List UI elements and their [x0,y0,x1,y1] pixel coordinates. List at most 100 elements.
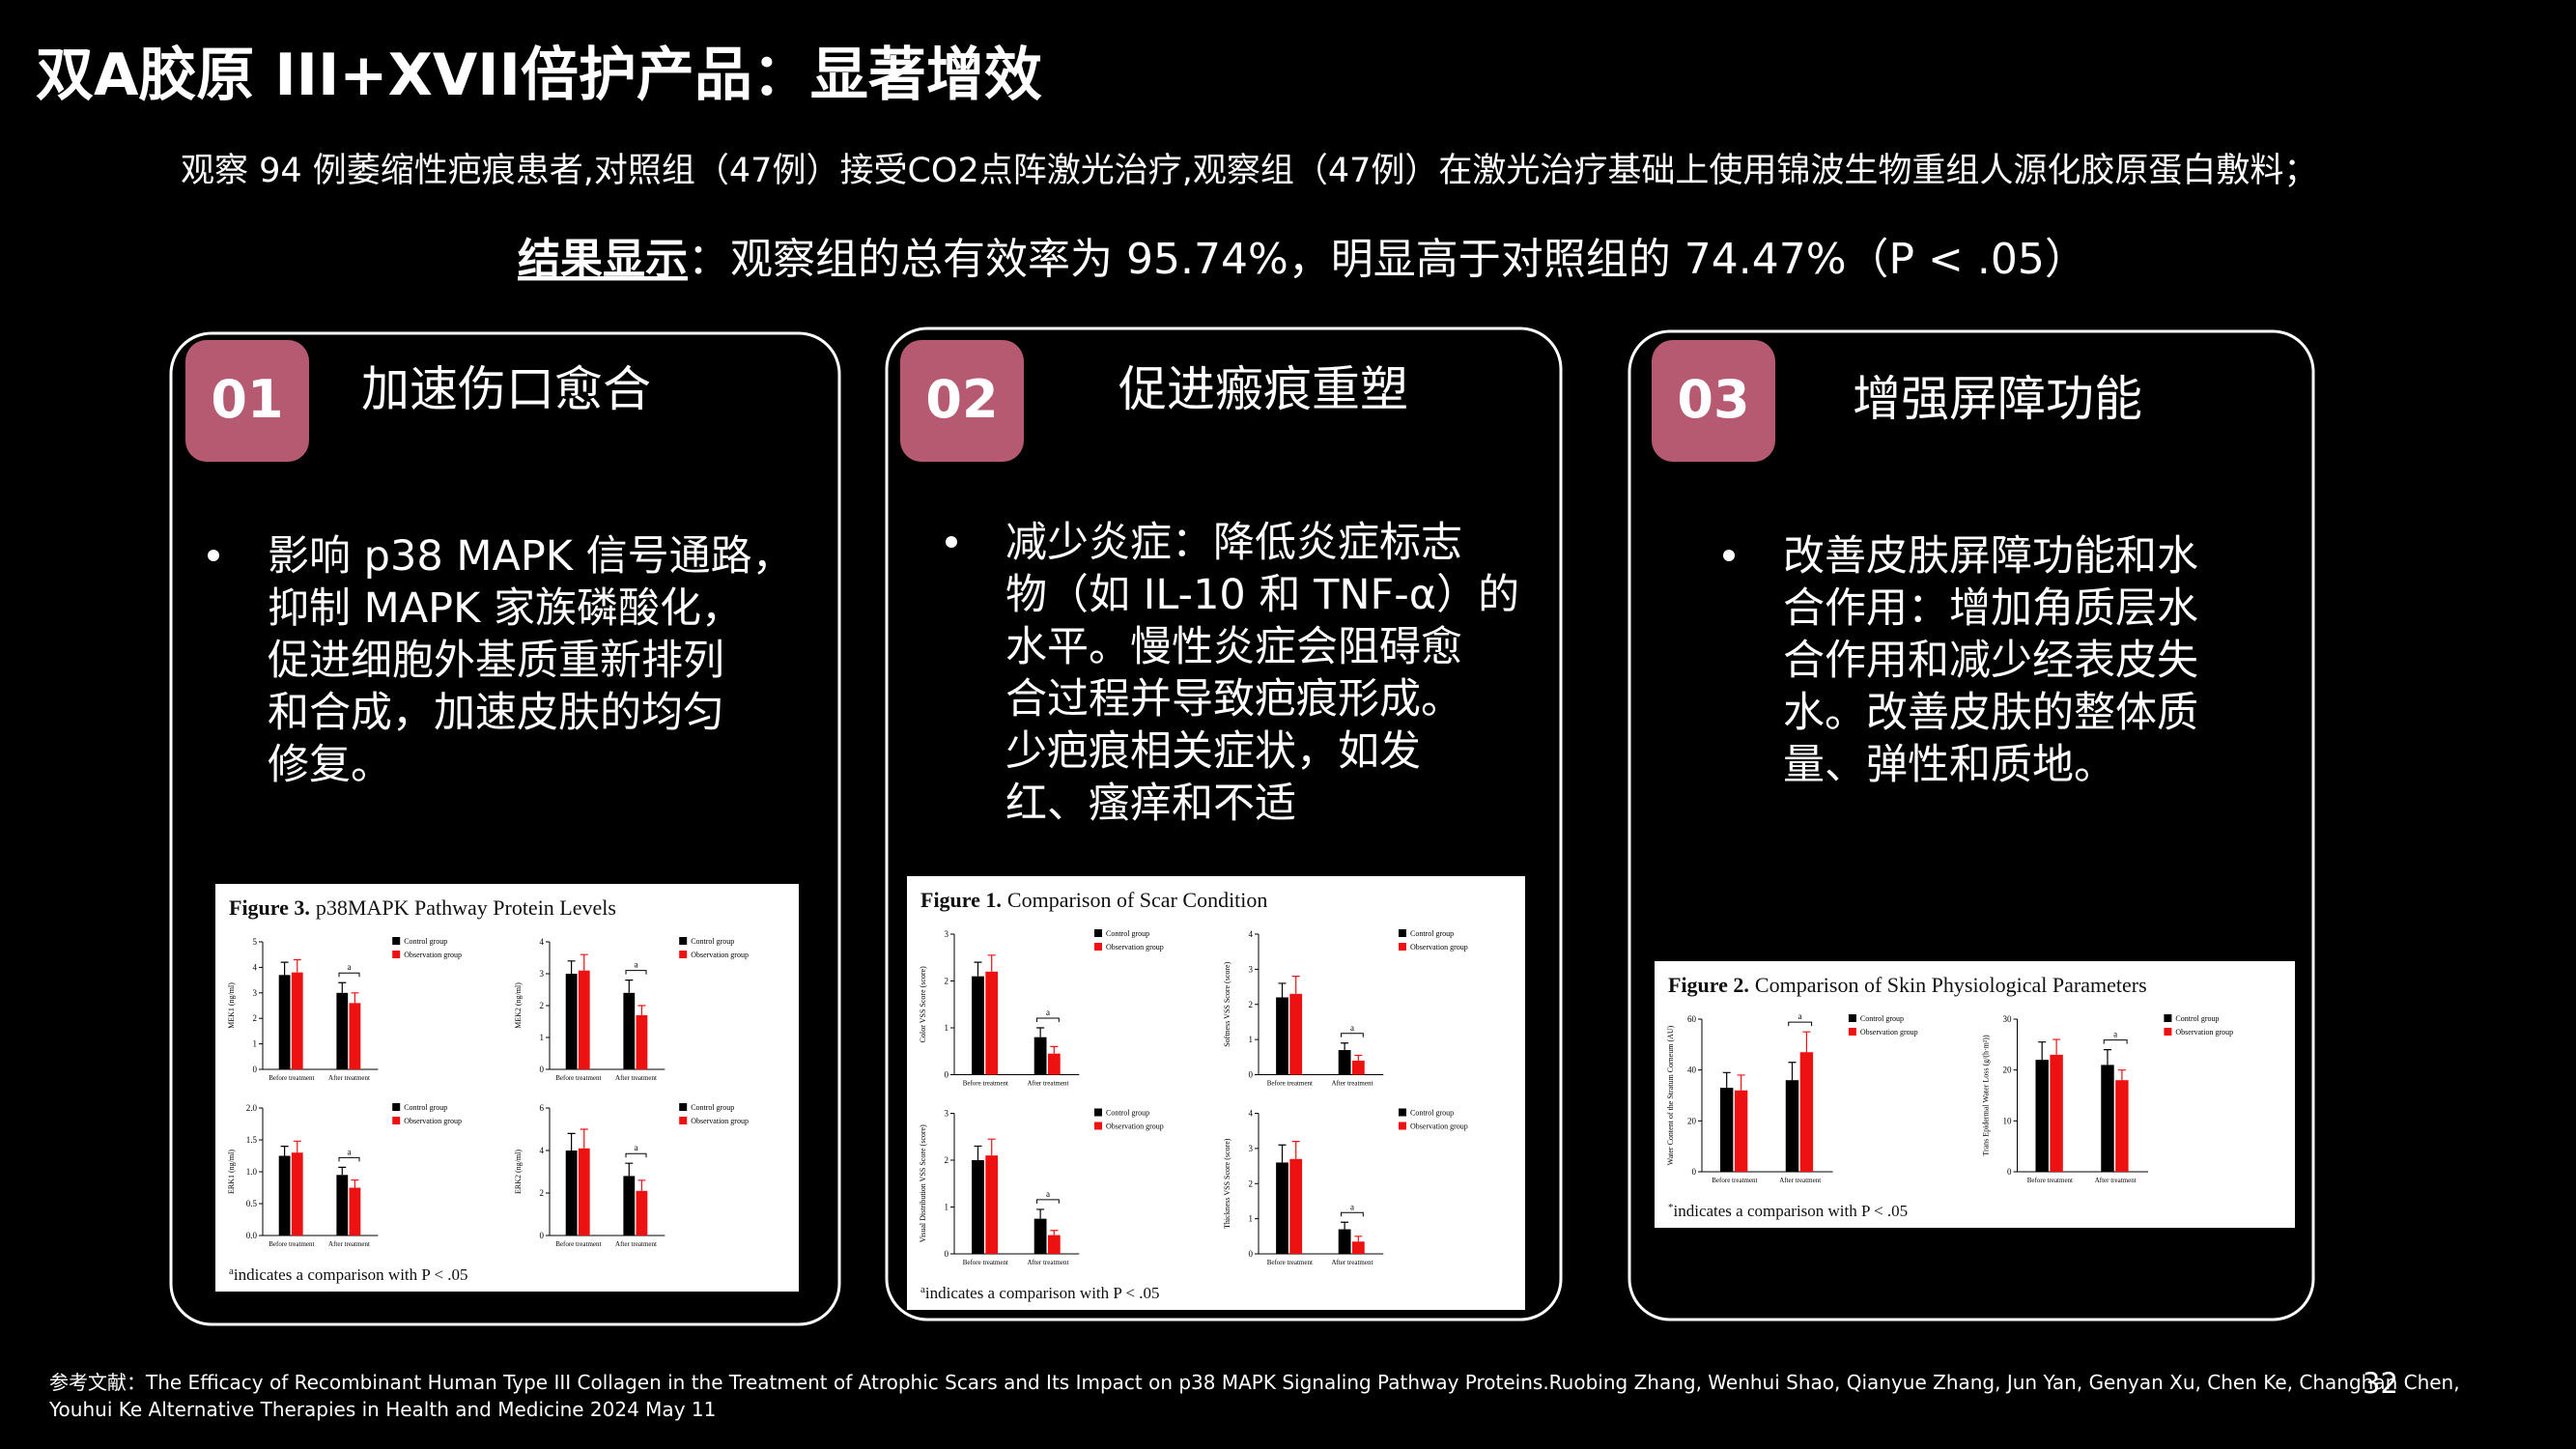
y-tick-label: 0 [945,1249,949,1259]
y-tick-label: 1 [253,1039,258,1049]
legend-swatch [392,937,401,945]
significance-label: a [635,1143,638,1152]
bar [349,1003,361,1069]
significance-bracket [2103,1039,2128,1044]
bar [1033,1037,1047,1075]
legend-swatch [679,1103,688,1111]
bar [2115,1080,2129,1172]
y-tick-label: 4 [1249,1109,1254,1119]
card-text-line: 红、瘙痒和不适 [1005,780,1296,828]
bar [1719,1088,1734,1172]
error-bar [1050,1045,1059,1054]
card-text-line: 合过程并导致疤痕形成。 [1005,675,1462,724]
card-text-line: 减少炎症：降低炎症标志 [1005,519,1462,567]
bar [1033,1218,1047,1254]
legend-label: Observation group [2175,1028,2233,1037]
x-tick-label: Before treatment [555,1240,601,1248]
legend-swatch [679,1117,688,1124]
legend-swatch [1848,1028,1856,1036]
x-tick-label: Before treatment [1712,1177,1757,1184]
y-tick-label: 0 [1249,1249,1254,1259]
x-tick-label: After treatment [615,1074,657,1082]
legend-swatch [1399,943,1406,951]
y-tick-label: 1 [1249,1214,1254,1224]
significance-bracket [1341,1211,1364,1217]
result-line: 结果显示：观察组的总有效率为 95.74%，明显高于对照组的 74.47%（P … [518,235,2087,284]
figure [215,884,799,1292]
card-text-line: 水。改善皮肤的整体质 [1783,689,2198,737]
error-bar [1354,1236,1363,1242]
legend-swatch [679,937,688,945]
x-tick-label: After treatment [1331,1259,1373,1266]
number-badge [185,340,309,462]
bar [578,1148,590,1236]
card-title: 加速伤口愈合 [361,361,651,417]
footnote-mark: * [1668,1202,1674,1213]
error-bar [625,980,634,993]
y-axis-label: Visual Distribution VSS Score (score) [919,1124,927,1242]
card-text-line: 物（如 IL-10 和 TNF-α）的 [1005,571,1519,619]
error-bar [625,1162,634,1177]
error-bar [293,1140,301,1153]
y-tick-label: 2 [1249,1000,1254,1009]
y-axis-label: Color VSS Score (score) [919,966,927,1043]
figure-label: Figure 3. [229,895,310,920]
y-tick-label: 3 [1249,964,1254,974]
error-bar [1278,1144,1287,1163]
significance-bracket [338,972,360,978]
legend-label: Observation group [1860,1028,1918,1037]
significance-bracket [1036,1017,1060,1022]
footnote-text: indicates a comparison with P < .05 [1674,1202,1909,1220]
card-text-line: 量、弹性和质地。 [1783,741,2115,789]
card-text-line: 合作用：增加角质层水 [1783,584,2198,633]
bar [336,1175,349,1236]
x-tick-label: Before treatment [2027,1177,2073,1184]
bar [985,1155,999,1254]
legend-label: Control group [1410,929,1454,938]
significance-label: a [2113,1030,2117,1039]
bar [349,1187,361,1236]
bar [565,974,578,1069]
x-tick-label: After treatment [1331,1080,1373,1088]
significance-bracket [1788,1021,1813,1027]
error-bar [1802,1031,1811,1053]
error-bar [1341,1221,1349,1230]
bar [1276,1162,1288,1254]
y-tick-label: 1.0 [246,1167,258,1177]
bar [1734,1090,1748,1172]
y-tick-label: 5 [253,937,258,947]
significance-bracket [1036,1199,1060,1204]
card-text-line: 促进细胞外基质重新排列 [268,637,724,685]
error-bar [987,954,996,972]
slide-title: 双A胶原 III+XVII倍护产品：显著增效 [36,42,1042,109]
y-tick-label: 4 [253,962,258,972]
y-tick-label: 1.5 [246,1135,258,1145]
number-badge [900,340,1024,462]
error-bar [1036,1208,1045,1219]
error-bar [2117,1069,2126,1081]
significance-label: a [1798,1011,1802,1021]
y-tick-label: 6 [540,1103,545,1113]
y-tick-label: 1 [1249,1035,1254,1044]
bar [565,1151,578,1236]
y-tick-label: 3 [945,929,949,939]
legend-label: Observation group [1106,1122,1164,1131]
x-tick-label: After treatment [1027,1080,1068,1088]
card-number: 03 [1677,369,1749,430]
card-number: 02 [925,369,998,430]
significance-bracket [625,970,647,975]
figure [1655,961,2295,1228]
bar [1047,1235,1061,1254]
bar [636,1014,648,1069]
bar [291,1152,303,1236]
card-text-line: 少疤痕相关症状，如发 [1005,727,1421,776]
error-bar [1354,1054,1363,1061]
x-tick-label: Before treatment [963,1080,1008,1088]
footnote-text: indicates a comparison with P < .05 [234,1265,468,1284]
error-bar [1722,1071,1731,1089]
y-tick-label: 20 [2003,1065,2013,1075]
error-bar [1036,1027,1045,1037]
legend-label: Control group [691,1103,734,1112]
significance-label: a [348,1147,352,1156]
y-tick-label: 2 [945,977,949,986]
